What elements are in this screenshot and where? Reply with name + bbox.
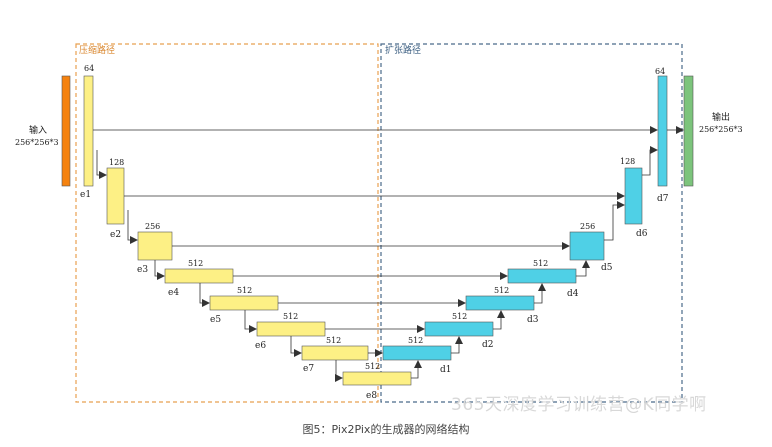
figure-caption: 图5：Pix2Pix的生成器的网络结构 (302, 423, 470, 436)
d5-channels: 256 (580, 222, 595, 231)
encoder-block-e7 (301, 345, 369, 361)
encoder-block-e3 (137, 231, 173, 261)
encoder-block-e4 (164, 268, 234, 284)
e4-channels: 512 (188, 259, 203, 268)
e7-channels: 512 (326, 336, 341, 345)
d2-name: d2 (482, 340, 494, 350)
d3-channels: 512 (494, 286, 509, 295)
decoder-block-d6 (624, 167, 643, 225)
compress-label: 压缩路径 (79, 44, 115, 56)
up-arrow-e8-d1 (411, 360, 422, 379)
decoder-block-d1 (382, 345, 452, 361)
down-arrow-e1-e2 (96, 150, 107, 179)
d7-name: d7 (657, 194, 669, 204)
d4-channels: 512 (533, 259, 548, 268)
input-shape: 256*256*3 (15, 138, 59, 147)
e6-name: e6 (255, 341, 266, 351)
e8-channels: 512 (365, 362, 380, 371)
encoder-block-e2 (106, 167, 125, 225)
compress-region (75, 43, 379, 403)
output-shape: 256*256*3 (699, 125, 743, 134)
expand-label: 扩张路径 (385, 44, 421, 56)
e5-channels: 512 (237, 286, 252, 295)
down-arrow-e4-e5 (199, 283, 210, 307)
d5-name: d5 (601, 263, 613, 273)
up-arrow-d5-d6 (604, 201, 625, 241)
output-label: 输出 (712, 111, 730, 123)
down-arrow-e7-e8 (335, 360, 343, 382)
e8-name: e8 (366, 391, 377, 401)
d1-name: d1 (440, 365, 452, 375)
input-label: 输入 (29, 124, 47, 136)
decoder-block-d4 (507, 268, 577, 284)
encoder-block-e6 (256, 321, 326, 337)
d3-name: d3 (527, 315, 539, 325)
d4-name: d4 (567, 289, 579, 299)
e2-channels: 128 (109, 158, 124, 167)
e3-name: e3 (137, 265, 148, 275)
down-arrow-e6-e7 (290, 336, 302, 357)
decoder-block-d2 (424, 321, 494, 337)
e4-name: e4 (168, 288, 179, 298)
up-arrow-d3-d4 (534, 283, 546, 304)
encoder-block-e5 (209, 295, 279, 311)
input-block (61, 75, 71, 187)
decoder-block-d3 (465, 295, 535, 311)
up-arrow-d4-d5 (576, 260, 590, 277)
d2-channels: 512 (452, 312, 467, 321)
e2-name: e2 (110, 230, 121, 240)
up-arrow-d2-d3 (493, 310, 505, 330)
down-arrow-e5-e6 (244, 310, 257, 333)
e7-name: e7 (303, 364, 314, 374)
up-arrow-d6-d7 (642, 146, 658, 176)
d7-channels: 64 (655, 67, 665, 76)
e3-channels: 256 (145, 222, 160, 231)
decoder-block-d5 (569, 231, 605, 261)
down-arrow-e3-e4 (154, 260, 165, 280)
expand-region (380, 43, 683, 403)
up-arrow-d1-d2 (451, 336, 463, 354)
watermark-text: 365天深度学习训练营@K同学啊 (451, 395, 707, 415)
d6-name: d6 (636, 229, 648, 239)
d6-channels: 128 (620, 157, 635, 166)
encoder-block-e8 (342, 371, 412, 386)
d1-channels: 512 (408, 336, 423, 345)
encoder-block-e1 (83, 75, 94, 187)
e1-channels: 64 (84, 64, 94, 73)
decoder-block-d7 (657, 75, 668, 187)
output-block (683, 75, 694, 187)
e6-channels: 512 (283, 312, 298, 321)
e1-name: e1 (80, 190, 91, 200)
down-arrow-e2-e3 (127, 210, 138, 244)
e5-name: e5 (210, 315, 221, 325)
